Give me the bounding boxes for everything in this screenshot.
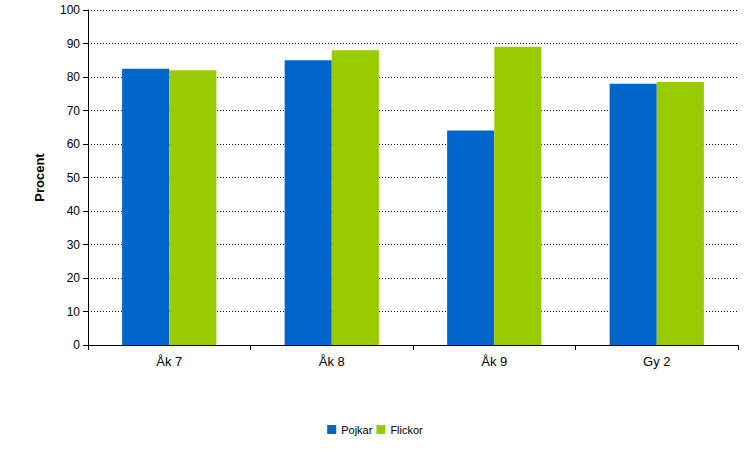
svg-text:70: 70	[67, 104, 81, 118]
svg-text:Gy 2: Gy 2	[643, 354, 670, 369]
svg-text:90: 90	[67, 37, 81, 51]
svg-text:Åk 9: Åk 9	[481, 354, 507, 369]
svg-text:Flickor: Flickor	[390, 424, 423, 436]
svg-text:80: 80	[67, 70, 81, 84]
svg-text:Pojkar: Pojkar	[341, 424, 373, 436]
svg-text:10: 10	[67, 305, 81, 319]
svg-text:Åk 7: Åk 7	[156, 354, 182, 369]
svg-text:0: 0	[73, 338, 80, 352]
svg-text:60: 60	[67, 137, 81, 151]
svg-text:40: 40	[67, 204, 81, 218]
svg-text:Åk 8: Åk 8	[319, 354, 345, 369]
svg-text:Procent: Procent	[32, 153, 47, 202]
svg-text:100: 100	[60, 3, 80, 17]
svg-text:20: 20	[67, 271, 81, 285]
svg-text:30: 30	[67, 238, 81, 252]
svg-text:50: 50	[67, 171, 81, 185]
